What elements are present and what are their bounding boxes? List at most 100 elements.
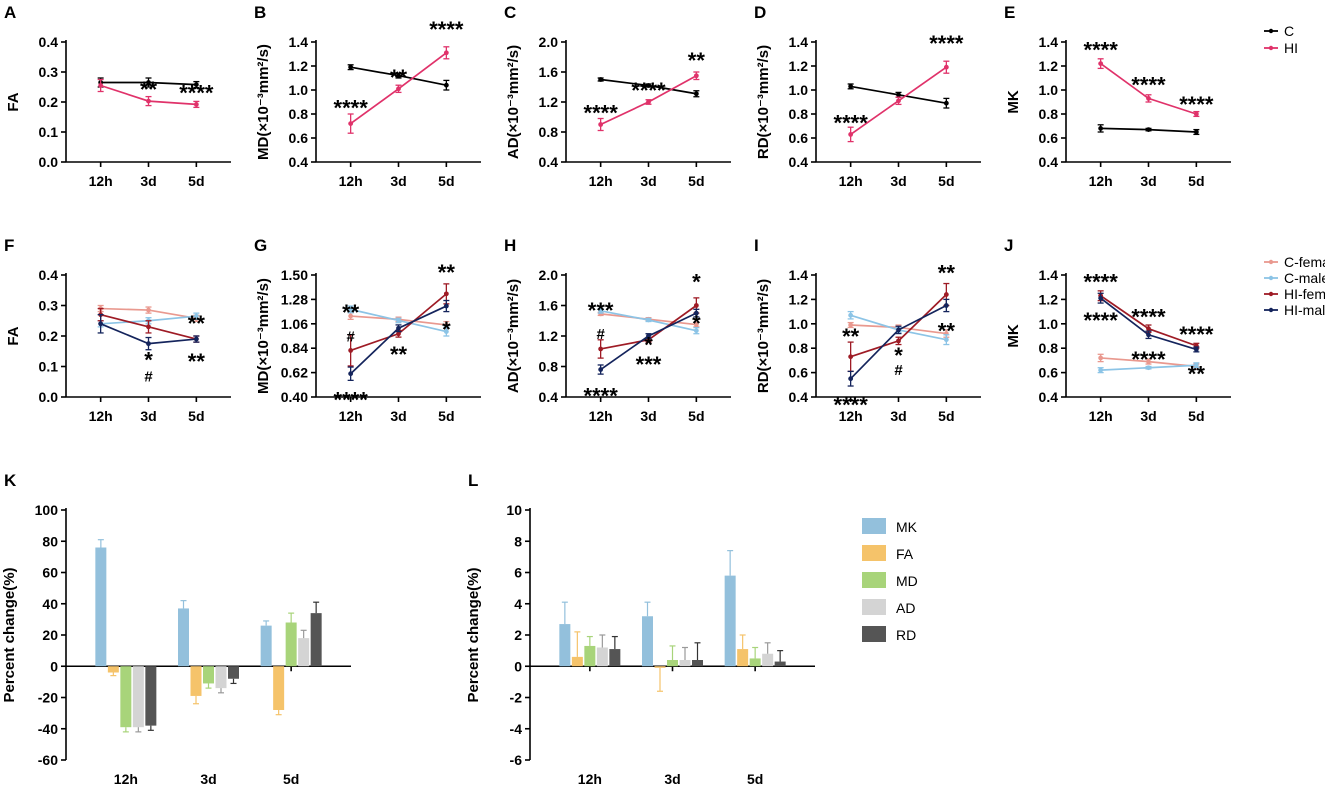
panel-label: L [468,471,478,490]
legend-swatch [862,518,886,534]
y-tick-label: 80 [42,533,58,549]
x-tick-label: 12h [339,173,363,189]
data-point [348,371,354,377]
data-point [1098,61,1104,66]
series-hi-female [597,297,700,359]
significance-star: ** [938,318,956,343]
data-point [396,318,401,323]
y-tick-label: 1.6 [539,64,559,80]
panel-k: K -60 -40 -20 0 20 40 60 80 100 12h 3d 5d Percent cha… [1,471,351,787]
data-point [848,132,854,137]
significance-star: * [442,317,451,342]
y-tick-label: 0.4 [1039,154,1059,170]
legend-label: FA [896,546,914,562]
bar-fa [190,666,202,696]
y-tick-label: -60 [38,752,58,768]
data-point [396,86,401,92]
x-tick-label: 3d [200,771,216,787]
y-tick-label: 1.0 [789,82,809,98]
y-tick-label: 2.0 [539,267,559,283]
panel-l: L -6 -4 -2 0 2 4 6 8 10 12h 3d 5d Percent change(%) [465,471,815,787]
legend-marker [1268,28,1274,34]
y-axis-label: FA [5,92,22,111]
y-tick-label: 1.2 [539,328,559,344]
y-tick-label: 10 [506,502,522,518]
panel-d: D 0.4 0.6 0.8 1.0 1.2 1.4 12h 3d 5d RD(×10⁻³mm²/s)… [754,3,981,189]
significance-star: * [692,270,701,295]
x-tick-label: 5d [438,408,454,424]
x-tick-label: 3d [140,408,156,424]
x-tick-label: 5d [688,173,704,189]
significance-star: *** [588,298,614,323]
y-tick-label: 0.4 [289,154,309,170]
y-tick-label: 0.1 [39,124,59,140]
series-hi-male [347,299,450,382]
y-tick-label: -40 [38,721,58,737]
x-tick-label: 12h [589,173,613,189]
bar-ad [596,647,608,667]
significance-star: **** [334,96,369,121]
significance-star: **** [834,393,869,418]
y-tick-label: 1.2 [539,94,559,110]
data-point [1098,295,1104,301]
x-tick-label: 12h [339,408,363,424]
y-tick-label: 1.4 [1039,34,1059,50]
data-point [943,100,949,106]
data-point [1146,96,1151,101]
significance-star: * [644,332,653,357]
bar-rd [774,661,786,667]
panel-label: K [4,471,17,490]
bar-mk [559,624,571,667]
y-tick-label: 0.4 [39,34,59,50]
bar-rd [145,666,157,726]
legend-label: C-female [1284,254,1325,270]
bar-mk [724,575,736,667]
panel-b: B 0.4 0.6 0.8 1.0 1.2 1.4 12h 3d 5d MD(×10⁻³mm²/s)… [254,3,481,189]
y-tick-label: 1.2 [289,58,309,74]
series-hi-male [597,308,700,375]
significance-star: ** [390,342,408,367]
data-point [193,82,199,87]
y-tick-label: 1.50 [281,267,308,283]
data-point [396,73,401,78]
y-tick-label: 0.8 [289,106,309,122]
legend-label: HI [1284,40,1298,56]
data-point [693,91,699,97]
data-point [598,308,604,314]
significance-star: ** [390,65,408,90]
significance-star: ** [1188,361,1206,386]
significance-star: **** [1084,38,1119,63]
bar-fa [107,666,119,673]
legend-label: AD [896,600,915,616]
data-point [146,80,151,85]
y-tick-label: 0.40 [281,389,308,405]
x-tick-label: 12h [578,771,602,787]
y-tick-label: 0.6 [789,365,809,381]
legend-marker [1268,259,1274,265]
y-tick-label: 1.06 [281,316,308,332]
significance-hash: # [596,326,605,343]
y-tick-label: -20 [38,690,58,706]
bar-fa [273,666,285,710]
series-c [597,77,700,98]
y-tick-label: 1.2 [1039,58,1059,74]
bar-rd [609,649,621,667]
bar-md [749,658,761,667]
data-point [693,322,699,327]
significance-star: * [144,348,153,373]
data-point [1146,359,1151,365]
x-tick-label: 5d [747,771,763,787]
series-c-male [597,307,700,335]
legend-swatch [862,545,886,561]
y-axis-label: AD(×10⁻³mm²/s) [505,45,522,159]
data-point [348,121,354,126]
data-point [443,291,449,297]
x-tick-label: 12h [589,408,613,424]
data-point [1146,326,1151,332]
y-tick-label: 0.6 [1039,130,1059,146]
series-hi [847,60,950,143]
significance-star: **** [1084,270,1119,295]
y-tick-label: 0.8 [789,340,809,356]
data-point [98,83,104,88]
